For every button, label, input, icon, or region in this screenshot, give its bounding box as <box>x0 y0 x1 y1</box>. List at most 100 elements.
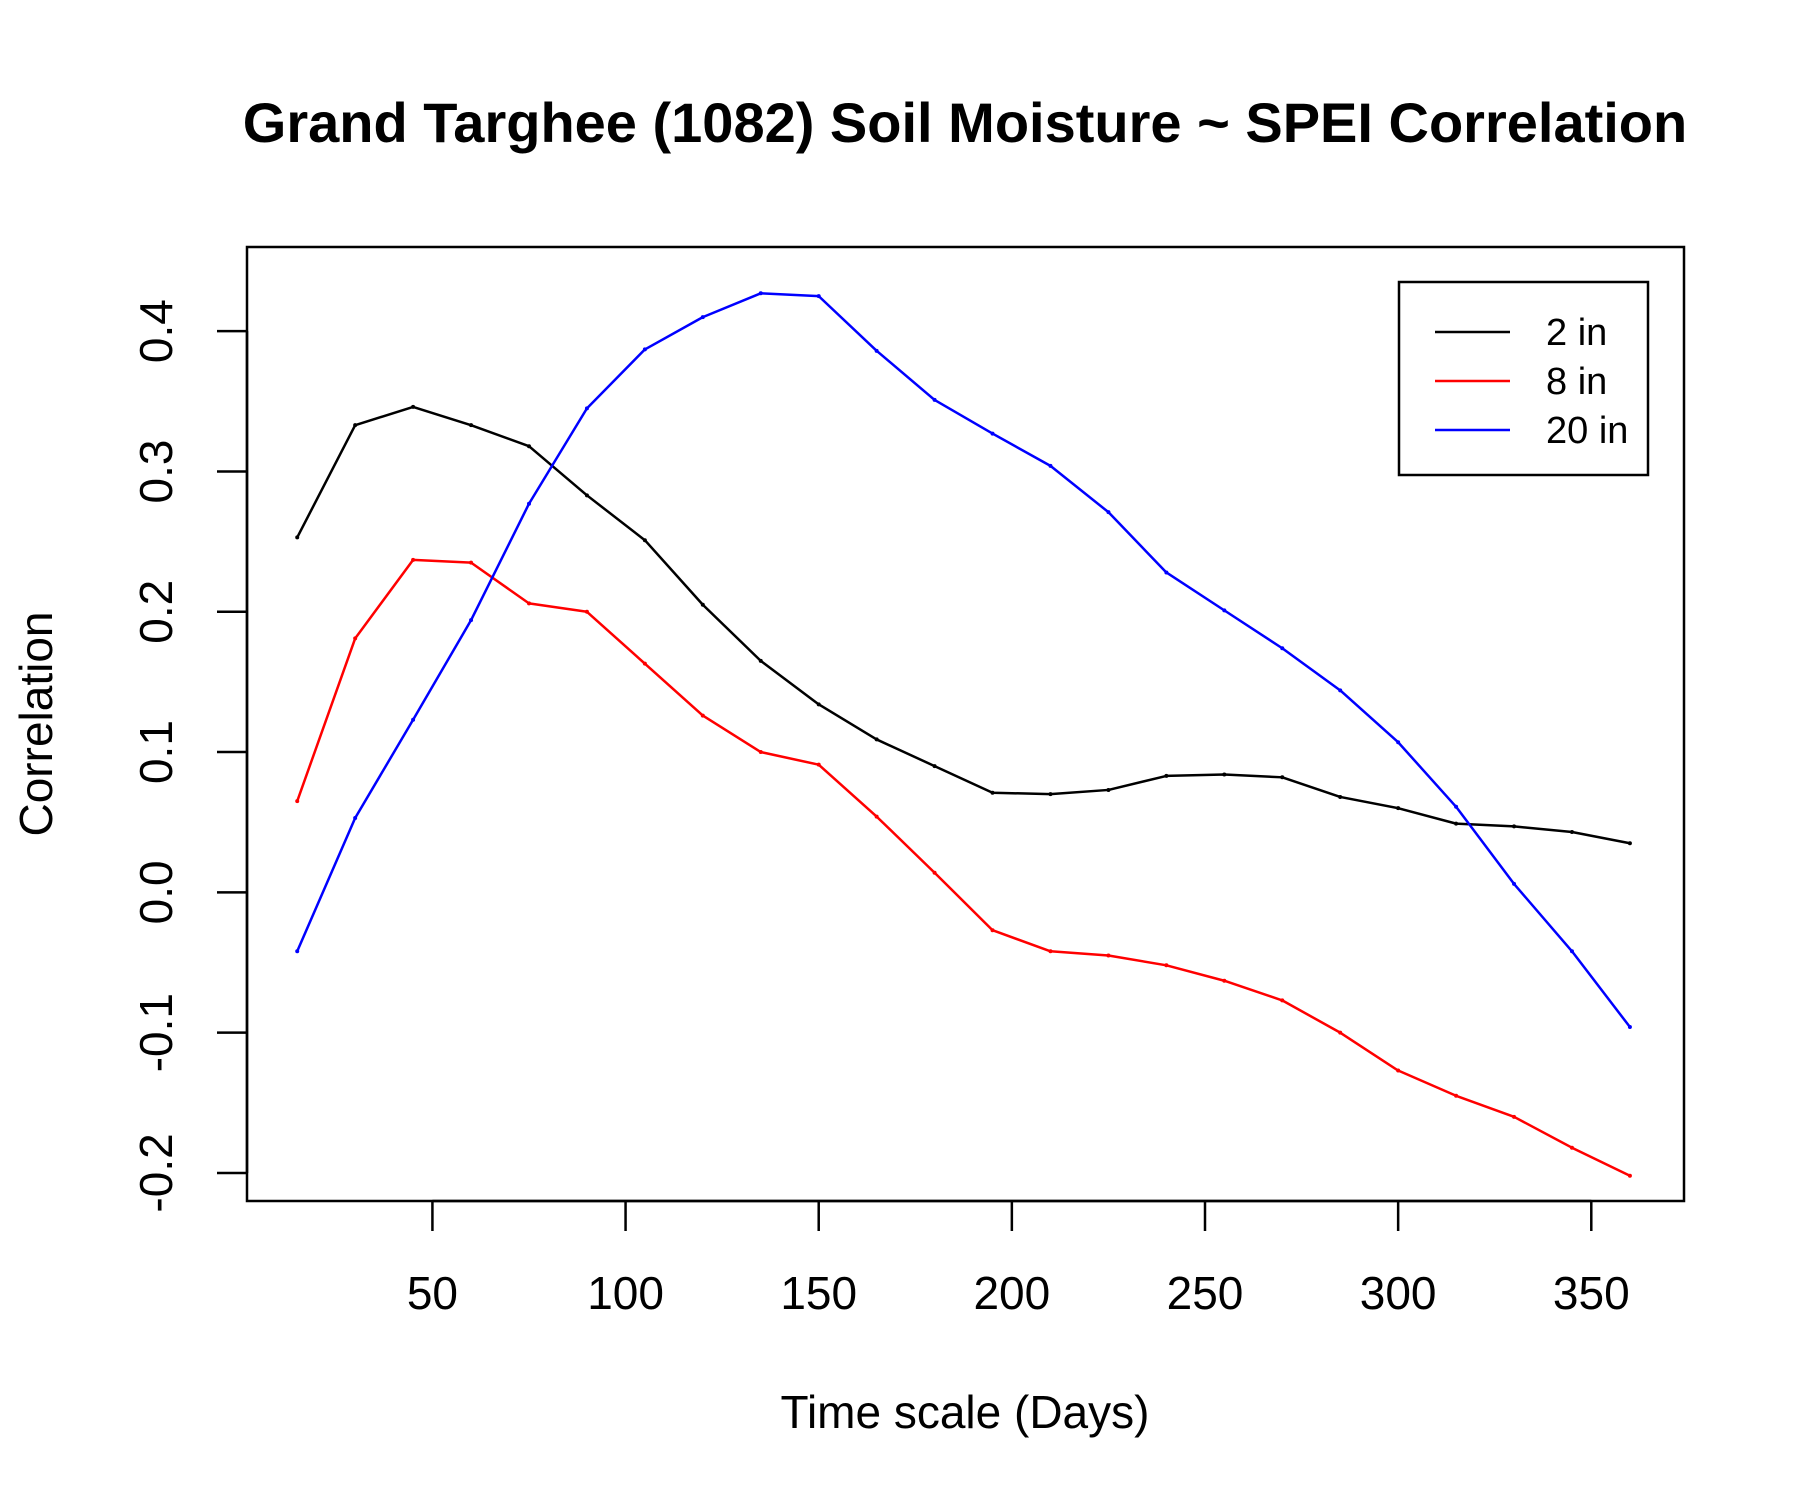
data-point <box>1338 1030 1343 1035</box>
data-point <box>1164 963 1169 968</box>
data-point <box>1396 1068 1401 1073</box>
data-point <box>1222 772 1227 777</box>
data-point <box>1280 646 1285 651</box>
x-tick-label: 300 <box>1360 1267 1437 1319</box>
y-tick-label: 0.1 <box>130 720 182 784</box>
x-axis: 50 100 150 200 250 300 350 <box>407 1199 1630 1319</box>
y-axis: -0.2 -0.1 0.0 0.1 0.2 0.3 0.4 <box>130 299 249 1213</box>
y-tick-label: -0.1 <box>130 993 182 1072</box>
y-tick-label: 0.0 <box>130 860 182 924</box>
data-point <box>1280 775 1285 780</box>
data-point <box>1222 978 1227 983</box>
data-point <box>758 658 763 663</box>
data-point <box>469 560 474 565</box>
data-point <box>874 737 879 742</box>
data-point <box>411 557 416 562</box>
data-point <box>932 870 937 875</box>
data-point <box>1048 792 1053 797</box>
legend-label: 2 in <box>1546 312 1607 354</box>
data-point <box>1164 570 1169 575</box>
x-tick-label: 200 <box>973 1267 1050 1319</box>
data-point <box>816 294 821 299</box>
data-point <box>295 535 300 540</box>
data-point <box>584 406 589 411</box>
data-point <box>642 538 647 543</box>
data-point <box>1396 740 1401 745</box>
data-point <box>874 348 879 353</box>
data-point <box>1512 881 1517 886</box>
y-tick-label: 0.3 <box>130 439 182 503</box>
legend-label: 20 in <box>1546 410 1628 452</box>
data-point <box>816 762 821 767</box>
data-point <box>353 636 358 641</box>
x-tick-label: 100 <box>587 1267 664 1319</box>
data-point <box>411 404 416 409</box>
data-point <box>526 501 531 506</box>
data-point <box>874 814 879 819</box>
data-point <box>353 423 358 428</box>
data-point <box>353 815 358 820</box>
data-point <box>1048 949 1053 954</box>
chart-title: Grand Targhee (1082) Soil Moisture ~ SPE… <box>243 91 1687 154</box>
data-point <box>642 347 647 352</box>
data-point <box>932 397 937 402</box>
data-point <box>295 799 300 804</box>
legend-label: 8 in <box>1546 361 1607 403</box>
data-point <box>1222 608 1227 613</box>
data-point <box>1454 804 1459 809</box>
data-point <box>526 601 531 606</box>
series-line-2 <box>296 558 1631 1177</box>
series-lines <box>295 291 1632 1178</box>
data-point <box>469 423 474 428</box>
data-point <box>1338 688 1343 693</box>
data-point <box>584 493 589 498</box>
data-point <box>1627 1173 1632 1178</box>
data-point <box>932 764 937 769</box>
y-axis-label: Correlation <box>10 612 62 837</box>
data-point <box>1396 806 1401 811</box>
x-tick-label: 150 <box>780 1267 857 1319</box>
x-axis-label: Time scale (Days) <box>781 1386 1150 1438</box>
data-point <box>1627 841 1632 846</box>
data-point <box>1627 1025 1632 1030</box>
series-line-3 <box>296 292 1631 1028</box>
data-point <box>526 444 531 449</box>
data-point <box>990 431 995 436</box>
data-point <box>758 291 763 296</box>
data-point <box>1454 821 1459 826</box>
data-point <box>758 750 763 755</box>
data-point <box>1106 510 1111 515</box>
data-point <box>700 315 705 320</box>
data-point <box>295 949 300 954</box>
data-point <box>990 928 995 933</box>
x-tick-label: 350 <box>1553 1267 1630 1319</box>
data-point <box>816 702 821 707</box>
data-point <box>700 713 705 718</box>
data-point <box>1454 1093 1459 1098</box>
data-point <box>1569 830 1574 835</box>
data-point <box>1164 773 1169 778</box>
legend-box <box>1397 280 1650 477</box>
data-point <box>1106 787 1111 792</box>
legend: 2 in 8 in 20 in <box>1397 280 1650 477</box>
data-point <box>584 609 589 614</box>
data-point <box>469 618 474 623</box>
x-tick-label: 250 <box>1167 1267 1244 1319</box>
series-line-1 <box>296 405 1631 845</box>
y-tick-label: 0.2 <box>130 580 182 644</box>
data-point <box>1338 794 1343 799</box>
y-tick-label: 0.4 <box>130 299 182 363</box>
data-point <box>1106 953 1111 958</box>
data-point <box>1048 463 1053 468</box>
data-point <box>700 602 705 607</box>
data-point <box>1569 1145 1574 1150</box>
data-point <box>1512 1114 1517 1119</box>
data-point <box>642 661 647 666</box>
x-tick-label: 50 <box>407 1267 458 1319</box>
data-point <box>1512 824 1517 829</box>
y-tick-label: -0.2 <box>130 1133 182 1212</box>
data-point <box>411 717 416 722</box>
data-point <box>1569 949 1574 954</box>
data-point <box>1280 998 1285 1003</box>
